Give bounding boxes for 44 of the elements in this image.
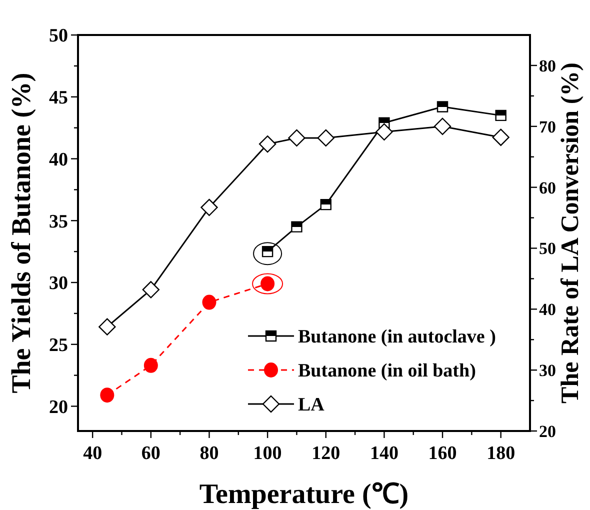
point — [98, 318, 116, 336]
y2-axis-title: The Rate of LA Conversion (%) — [557, 62, 584, 404]
x-tick-label: 160 — [428, 443, 457, 464]
y-tick-label: 30 — [49, 273, 68, 294]
point — [436, 101, 448, 112]
y-axis-title: The Yields of Butanone (%) — [6, 72, 36, 394]
y2-tick-label: 70 — [539, 117, 556, 136]
y2-tick-label: 60 — [539, 178, 556, 198]
y-tick-label: 25 — [49, 335, 68, 356]
point — [291, 221, 302, 232]
x-tick-label: 60 — [141, 443, 160, 464]
y-tick-label: 50 — [49, 26, 68, 47]
x-tick-label: 140 — [370, 443, 398, 464]
point — [258, 135, 276, 153]
point — [142, 281, 160, 298]
point — [100, 388, 114, 403]
x-tick-label: 80 — [200, 443, 219, 464]
y2-tick-label: 40 — [539, 300, 556, 320]
point — [144, 358, 158, 373]
y-tick-label: 40 — [49, 149, 68, 170]
y2-tick-label: 20 — [539, 422, 556, 441]
point — [317, 129, 334, 147]
point — [320, 198, 332, 210]
point — [202, 294, 216, 310]
y2-tick-label: 30 — [539, 361, 556, 380]
legend-label: LA — [298, 394, 325, 416]
y2-tick-label: 80 — [539, 56, 556, 76]
point — [376, 123, 393, 140]
legend-label: Butanone (in oil bath) — [298, 360, 476, 382]
y-tick-label: 35 — [49, 211, 68, 232]
point — [288, 129, 306, 147]
y-tick-label: 45 — [49, 88, 68, 109]
y-tick-label: 20 — [49, 396, 68, 418]
y2-tick-label: 50 — [539, 239, 556, 258]
point — [492, 128, 510, 146]
point — [495, 110, 506, 122]
x-tick-label: 180 — [486, 443, 516, 464]
point — [434, 118, 452, 135]
legend-label: Butanone (in autoclave ) — [298, 326, 496, 348]
x-tick-label: 40 — [83, 443, 102, 464]
point — [200, 198, 218, 216]
x-tick-label: 120 — [312, 443, 340, 464]
x-axis-title: Temperature (℃) — [199, 479, 409, 510]
x-tick-label: 100 — [253, 443, 282, 464]
